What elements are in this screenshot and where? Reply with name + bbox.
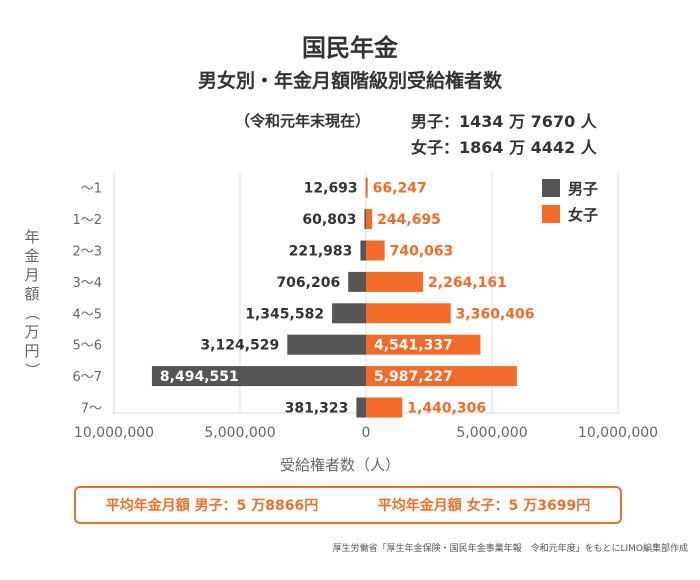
x-axis-title: 受給権者数（人） — [280, 456, 400, 474]
male-bar — [348, 271, 366, 292]
male-value-label: 3,124,529 — [200, 338, 279, 354]
male-value-label: 12,693 — [304, 181, 358, 197]
male-total: 男子：1434 万 7670 人 — [411, 112, 597, 131]
legend-swatch-male — [542, 179, 560, 197]
category-label: 1〜2 — [72, 213, 102, 228]
chart-title: 国民年金 — [302, 34, 398, 62]
x-tick-label: 10,000,000 — [578, 425, 658, 441]
female-value-label: 4,541,337 — [374, 338, 453, 354]
female-bar — [366, 271, 424, 292]
female-bar — [366, 366, 517, 387]
female-bar — [366, 240, 385, 261]
female-bar — [366, 209, 373, 230]
male-bar — [364, 209, 366, 230]
female-bar — [366, 177, 368, 198]
x-tick-label: 0 — [362, 425, 371, 441]
category-label: 〜1 — [81, 182, 102, 197]
female-total: 女子：1864 万 4442 人 — [411, 138, 597, 157]
average-summary-box: 平均年金月額 男子：5 万8866円 平均年金月額 女子：5 万3699円 — [74, 486, 622, 524]
category-label: 3〜4 — [72, 276, 102, 291]
x-tick-label: 10,000,000 — [74, 425, 154, 441]
legend-label-female: 女子 — [568, 206, 598, 224]
female-bar — [366, 397, 403, 418]
female-bar — [366, 303, 451, 324]
male-value-label: 1,345,582 — [245, 306, 324, 322]
male-bar — [151, 366, 366, 387]
x-tick-label: 5,000,000 — [456, 425, 527, 441]
y-axis-title-char: 月 — [24, 266, 39, 284]
y-axis-title-char: 万 — [24, 323, 39, 341]
female-value-label: 244,695 — [377, 212, 441, 228]
y-axis-title-char: （ — [23, 305, 41, 320]
legend-swatch-female — [542, 205, 560, 223]
category-label: 2〜3 — [72, 245, 102, 260]
male-bar — [365, 177, 367, 198]
source-note: 厚生労働省「厚生年金保険・国民年金事業年報 令和元年度」をもとにLIMO編集部作… — [332, 544, 688, 554]
male-bar — [356, 397, 366, 418]
female-value-label: 2,264,161 — [428, 275, 507, 291]
as-of-date: （令和元年末現在） — [235, 112, 371, 130]
legend-label-male: 男子 — [568, 180, 598, 198]
category-label: 6〜7 — [72, 370, 102, 385]
male-value-label: 221,983 — [289, 244, 353, 260]
male-value-label: 381,323 — [285, 401, 349, 417]
category-label: 5〜6 — [72, 339, 102, 354]
female-value-label: 66,247 — [373, 181, 427, 197]
y-axis-title-char: 年 — [24, 228, 39, 246]
female-average: 平均年金月額 女子：5 万3699円 — [377, 498, 591, 514]
chart-subtitle: 男女別・年金月額階級別受給権者数 — [197, 70, 502, 92]
female-value-label: 5,987,227 — [374, 369, 453, 385]
y-axis-title-char: 円 — [24, 342, 39, 360]
female-bar — [366, 334, 481, 355]
male-average: 平均年金月額 男子：5 万8866円 — [105, 498, 319, 514]
category-label: 7〜 — [81, 402, 102, 417]
male-bar — [360, 240, 366, 261]
y-axis-title-char: ） — [23, 362, 41, 377]
female-value-label: 1,440,306 — [407, 401, 486, 417]
x-tick-label: 5,000,000 — [204, 425, 275, 441]
male-value-label: 8,494,551 — [160, 369, 239, 385]
male-value-label: 60,803 — [302, 212, 356, 228]
male-bar — [287, 334, 366, 355]
male-value-label: 706,206 — [276, 275, 340, 291]
y-axis-title-char: 額 — [24, 285, 39, 303]
female-value-label: 740,063 — [390, 244, 454, 260]
male-bar — [332, 303, 366, 324]
female-value-label: 3,360,406 — [456, 306, 535, 322]
y-axis-title-char: 金 — [24, 247, 39, 265]
category-label: 4〜5 — [72, 307, 102, 322]
